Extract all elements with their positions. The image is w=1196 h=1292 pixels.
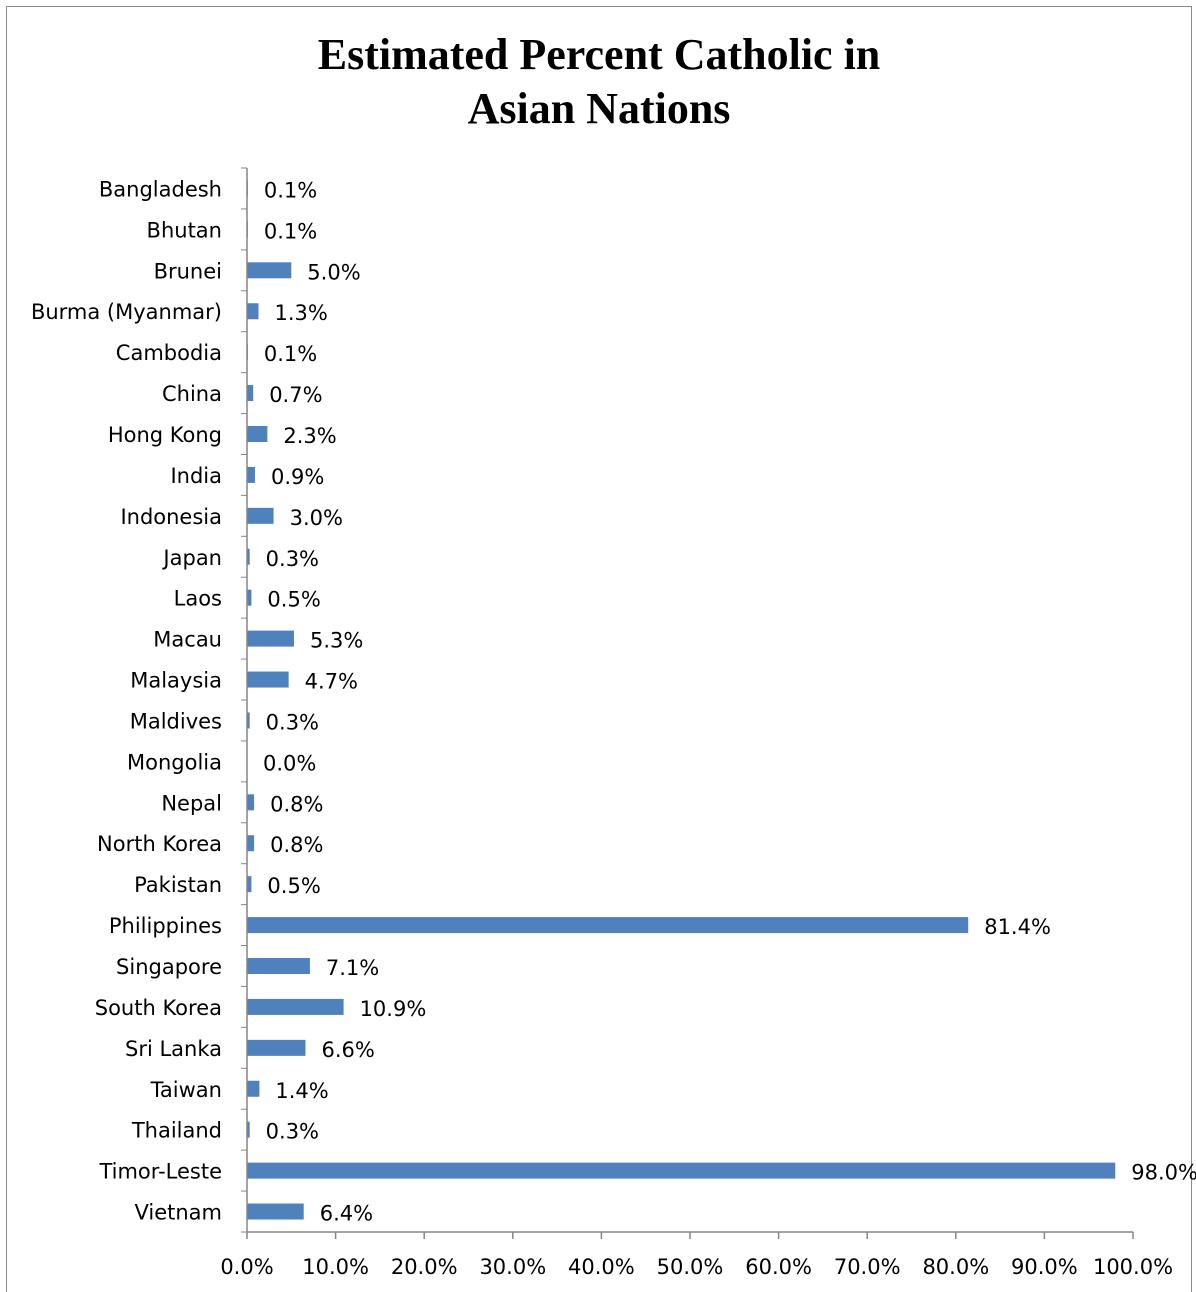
x-tick-label: 20.0% (391, 1255, 458, 1279)
category-label: Hong Kong (108, 423, 222, 447)
data-label: 81.4% (984, 915, 1051, 939)
category-label: Timor-Leste (98, 1160, 222, 1184)
data-label: 6.4% (320, 1202, 373, 1226)
bar-laos (247, 589, 252, 606)
category-label: Vietnam (134, 1201, 222, 1225)
bars-group (247, 180, 1116, 1220)
data-label: 10.9% (360, 997, 427, 1021)
x-tick-label: 30.0% (479, 1255, 546, 1279)
category-label: India (170, 464, 222, 488)
data-label: 1.3% (275, 301, 328, 325)
bar-timor-leste (247, 1162, 1116, 1179)
bar-indonesia (247, 507, 274, 524)
category-label: Bhutan (147, 218, 222, 242)
category-label: Japan (161, 546, 222, 570)
category-label: Macau (153, 628, 222, 652)
data-label: 0.0% (263, 751, 316, 775)
data-label: 5.3% (310, 629, 363, 653)
data-label: 3.0% (290, 506, 343, 530)
data-label: 0.7% (269, 383, 322, 407)
x-tick-label: 0.0% (220, 1255, 273, 1279)
data-label: 7.1% (326, 956, 379, 980)
x-tick-label: 60.0% (745, 1255, 812, 1279)
category-label: Sri Lanka (125, 1037, 222, 1061)
chart-frame (6, 6, 1192, 1292)
category-label: China (162, 382, 222, 406)
category-label: Philippines (109, 914, 222, 938)
bar-malaysia (247, 671, 289, 688)
category-label: Bangladesh (99, 177, 222, 201)
category-label: Indonesia (120, 505, 222, 529)
category-label: Maldives (130, 709, 222, 733)
data-label: 5.0% (307, 260, 360, 284)
category-label: Laos (174, 587, 222, 611)
labels-group: Bangladesh 0.1% Bhutan 0.1% Brunei 5.0% Burma … (31, 177, 1196, 1279)
bar-nepal (247, 794, 255, 811)
bar-hong-kong (247, 426, 268, 442)
bar-taiwan (247, 1080, 260, 1097)
category-label: Taiwan (150, 1078, 222, 1102)
bar-china (247, 385, 254, 402)
x-tick-label: 100.0% (1093, 1255, 1173, 1279)
bar-singapore (247, 958, 310, 974)
x-tick-label: 10.0% (302, 1255, 369, 1279)
data-label: 0.8% (270, 833, 323, 857)
data-label: 4.7% (305, 670, 358, 694)
data-label: 2.3% (283, 424, 336, 448)
data-label: 0.3% (266, 547, 319, 571)
bar-sri-lanka (247, 1039, 306, 1056)
category-label: Nepal (161, 791, 222, 815)
bar-maldives (247, 712, 250, 729)
bar-thailand (247, 1121, 250, 1138)
category-label: Thailand (131, 1119, 222, 1143)
data-label: 0.8% (270, 792, 323, 816)
bar-india (247, 466, 255, 483)
bar-vietnam (247, 1203, 304, 1220)
data-label: 98.0% (1131, 1161, 1196, 1185)
data-label: 0.5% (267, 874, 320, 898)
x-tick-label: 90.0% (1011, 1255, 1078, 1279)
bar-brunei (247, 262, 292, 279)
x-tick-label: 70.0% (834, 1255, 901, 1279)
bar-pakistan (247, 876, 252, 893)
category-label: North Korea (97, 832, 222, 856)
x-tick-label: 40.0% (568, 1255, 635, 1279)
data-label: 0.1% (264, 219, 317, 243)
category-label: Singapore (116, 955, 222, 979)
category-label: Brunei (154, 259, 222, 283)
axes-group (241, 167, 1134, 1239)
data-label: 6.6% (321, 1038, 374, 1062)
data-label: 0.9% (271, 465, 324, 489)
bar-philippines (247, 917, 969, 934)
chart-title-line-2: Asian Nations (467, 84, 731, 133)
bar-south-korea (247, 998, 344, 1015)
bar-north-korea (247, 835, 255, 852)
category-label: Burma (Myanmar) (31, 300, 222, 324)
category-label: South Korea (95, 996, 222, 1020)
category-label: Malaysia (130, 669, 222, 693)
data-label: 0.5% (267, 588, 320, 612)
data-label: 0.1% (264, 342, 317, 366)
bar-macau (247, 630, 294, 647)
data-label: 0.1% (264, 178, 317, 202)
data-label: 0.3% (266, 710, 319, 734)
chart-title-line-1: Estimated Percent Catholic in (317, 30, 881, 79)
category-label: Pakistan (134, 873, 222, 897)
data-label: 1.4% (275, 1079, 328, 1103)
bar-japan (247, 548, 250, 565)
category-label: Mongolia (127, 750, 222, 774)
x-tick-label: 50.0% (657, 1255, 724, 1279)
x-tick-label: 80.0% (922, 1255, 989, 1279)
category-label: Cambodia (116, 341, 222, 365)
bar-burma-myanmar (247, 303, 259, 320)
chart-title: Estimated Percent Catholic in Asian Nati… (6, 28, 1192, 136)
data-label: 0.3% (266, 1120, 319, 1144)
